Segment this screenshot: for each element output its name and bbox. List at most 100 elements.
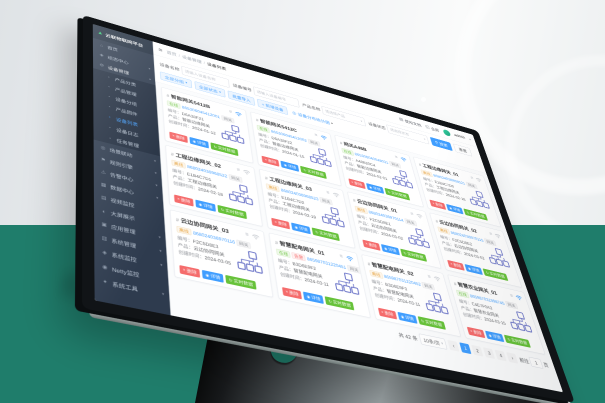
per-page-select[interactable]: 10条/页 ▾ (418, 333, 448, 350)
monitor-bezel: ▲ 云联物联网平台 ⌂ 首页 ◈ (82, 15, 576, 403)
delete-button[interactable]: × 删除 (271, 217, 291, 230)
menu-item-icon: ▤ (101, 194, 107, 201)
detail-button[interactable]: ◉ 详情 (291, 222, 312, 235)
realtime-button[interactable]: ↻ 实时数据 (463, 208, 488, 221)
realtime-button[interactable]: ↻ 实时数据 (482, 268, 509, 282)
screen: ▲ 云联物联网平台 ⌂ 首页 ◈ (92, 23, 564, 393)
delete-button[interactable]: × 删除 (466, 326, 486, 339)
realtime-button[interactable]: ↻ 实时数据 (217, 204, 248, 220)
menu-item-icon: ◈ (99, 52, 104, 58)
realtime-button[interactable]: ↻ 实时数据 (311, 227, 341, 242)
breadcrumb-item[interactable]: 首页 (166, 49, 182, 59)
gateway-topology-icon (505, 308, 534, 334)
detail-button[interactable]: ◉ 详情 (445, 203, 464, 215)
chevron-icon: ▾ (148, 67, 151, 71)
device-grid-icon: # (264, 175, 269, 181)
delete-button[interactable]: × 删除 (282, 287, 303, 300)
delete-button[interactable]: × 删除 (447, 259, 465, 271)
list-icon[interactable]: ≡ (326, 189, 331, 196)
list-icon[interactable]: ≡ (244, 231, 250, 238)
chevron-icon: ▴ (148, 77, 152, 81)
list-icon[interactable]: ≡ (339, 253, 344, 260)
delete-icon: × (172, 134, 175, 138)
avatar[interactable] (442, 128, 451, 137)
delete-button[interactable]: × 删除 (169, 131, 188, 144)
realtime-button[interactable]: ↻ 实时数据 (417, 316, 446, 330)
menu-item-icon: ▪ (108, 105, 111, 109)
menu-item-icon: ▪ (109, 126, 111, 130)
menu-item-icon: ▪ (109, 136, 111, 140)
per-page-caret-icon: ▾ (440, 341, 444, 346)
username[interactable]: admin (453, 132, 466, 141)
filter-placeholder: 请选择状态 (389, 127, 410, 137)
list-icon[interactable]: ≡ (469, 175, 474, 181)
detail-button[interactable]: ◉ 详情 (303, 291, 325, 305)
menu-item-icon: ▪ (109, 115, 111, 119)
chevron-icon: ▾ (160, 262, 163, 268)
page-number-button[interactable]: 2 (471, 344, 484, 357)
menu-item-icon: ◉ (102, 263, 108, 271)
menu-item-icon: ◎ (100, 144, 106, 151)
delete-button[interactable]: × 删除 (362, 239, 381, 251)
chevron-icon: ▾ (153, 159, 157, 163)
menu-item-icon: ▥ (101, 234, 108, 242)
list-icon[interactable]: ≡ (427, 273, 432, 280)
page-number-button[interactable]: 3 (483, 347, 496, 360)
goto-page-input[interactable] (528, 356, 544, 369)
refresh-icon: ↻ (220, 207, 225, 213)
menu-item-icon: ▣ (101, 221, 108, 228)
delete-button[interactable]: × 删除 (348, 178, 366, 190)
list-icon[interactable]: ≡ (228, 109, 233, 115)
gateway-topology-icon (484, 245, 512, 269)
page-number-button[interactable]: 4 (494, 349, 507, 362)
detail-button[interactable]: ◉ 详情 (189, 136, 210, 149)
pill-caret-icon: ▾ (218, 90, 222, 95)
detail-button[interactable]: ◉ 详情 (397, 311, 418, 324)
gateway-topology-icon (388, 167, 414, 190)
realtime-button[interactable]: ↻ 实时数据 (210, 142, 239, 157)
device-card: # 智能网关5412C 在线 865306045412002 网关 (250, 111, 342, 187)
detail-button[interactable]: ◉ 详情 (464, 263, 483, 276)
navbar-action[interactable]: ◱ 全屏 (425, 124, 440, 133)
user-caret-icon: ▾ (468, 138, 472, 142)
filter-label: 产品名称 (301, 102, 321, 113)
device-card: # 智能网关5412B 在线 865306045412001 网关 (161, 86, 254, 164)
filter-label: 设备编号 (232, 83, 253, 93)
chevron-icon: ▾ (156, 195, 159, 200)
list-icon[interactable]: ≡ (236, 166, 241, 173)
menu-item-icon: ▪ (108, 85, 110, 89)
delete-button[interactable]: × 删除 (377, 307, 397, 320)
list-icon[interactable]: ≡ (394, 154, 399, 160)
realtime-button[interactable]: ↻ 实时数据 (300, 165, 327, 180)
delete-button[interactable]: × 删除 (174, 194, 194, 207)
detail-button[interactable]: ◉ 详情 (195, 199, 217, 212)
realtime-button[interactable]: ↻ 实时数据 (324, 296, 355, 311)
detail-button[interactable]: ◉ 详情 (484, 330, 505, 343)
realtime-button[interactable]: ↻ 实时数据 (384, 187, 410, 201)
detail-button[interactable]: ◉ 详情 (201, 269, 224, 283)
detail-button[interactable]: ◉ 详情 (365, 182, 385, 194)
device-grid-icon: # (274, 239, 279, 246)
page-number-button[interactable]: 1 (459, 342, 472, 355)
device-grid-icon: # (166, 92, 170, 98)
realtime-button[interactable]: ↻ 实时数据 (225, 274, 257, 290)
list-icon[interactable]: ≡ (488, 231, 493, 237)
list-icon[interactable]: ≡ (409, 211, 415, 217)
device-card-grid: # 智能网关5412B 在线 865306045412001 网关 (155, 82, 550, 356)
monitor: ▲ 云联物联网平台 ⌂ 首页 ◈ (82, 15, 576, 403)
map-link-icon: ◎ (291, 110, 297, 116)
delete-button[interactable]: × 删除 (261, 155, 280, 167)
menu-item-icon: ⌂ (100, 42, 104, 48)
gateway-topology-icon (309, 145, 333, 169)
detail-button[interactable]: ◉ 详情 (280, 160, 300, 172)
navbar-action-label: 全屏 (430, 126, 440, 134)
detail-button[interactable]: ◉ 详情 (380, 243, 400, 256)
hamburger-icon[interactable]: ≡ (158, 46, 163, 54)
delete-button[interactable]: × 删除 (179, 265, 201, 278)
delete-button[interactable]: × 删除 (429, 199, 447, 210)
realtime-button[interactable]: ↻ 实时数据 (503, 334, 531, 348)
prev-page-button[interactable]: ‹ (447, 339, 460, 352)
main-area: ≡ 首页设备管理设备列表 ▤ 使用文档 (152, 41, 564, 393)
list-icon[interactable]: ≡ (314, 132, 318, 138)
realtime-button[interactable]: ↻ 实时数据 (400, 248, 427, 262)
